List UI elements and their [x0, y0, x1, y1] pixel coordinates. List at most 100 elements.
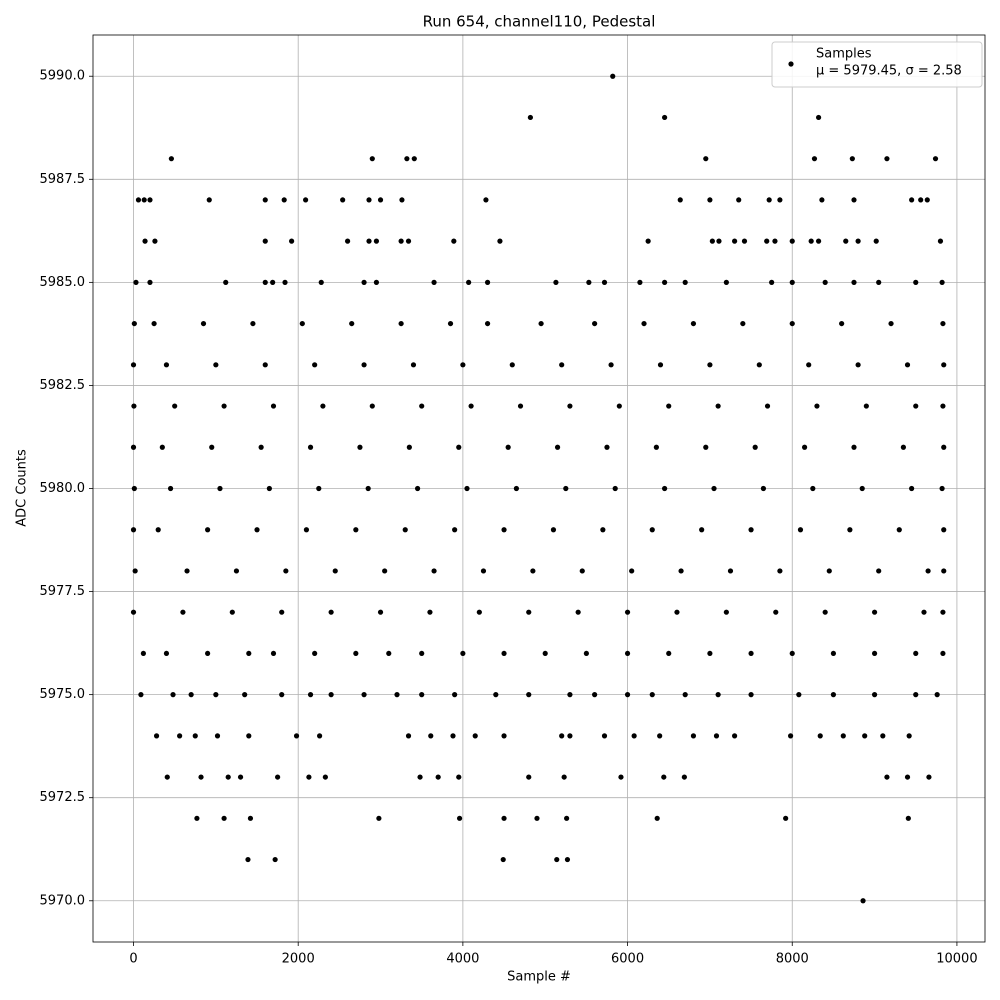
- data-point: [316, 485, 322, 492]
- data-point: [610, 73, 616, 79]
- data-point: [270, 403, 277, 409]
- data-point: [863, 403, 869, 409]
- data-point: [583, 650, 589, 657]
- data-point: [332, 568, 338, 574]
- data-point: [534, 815, 540, 821]
- data-point: [262, 362, 268, 368]
- data-point: [431, 279, 437, 285]
- data-point: [839, 320, 845, 327]
- x-axis-label: Sample #: [507, 970, 571, 985]
- data-point: [151, 320, 157, 327]
- data-point: [906, 733, 912, 739]
- data-point: [451, 238, 457, 244]
- data-point: [941, 444, 947, 450]
- data-point: [637, 279, 643, 285]
- data-point: [808, 238, 814, 244]
- data-point: [497, 238, 503, 244]
- data-point: [932, 156, 939, 162]
- data-point: [618, 774, 624, 780]
- data-point: [564, 815, 570, 821]
- data-point: [657, 733, 663, 739]
- data-point: [550, 527, 557, 533]
- data-point: [851, 279, 857, 285]
- data-point: [464, 485, 470, 492]
- data-point: [772, 238, 778, 244]
- data-point: [904, 774, 911, 780]
- data-point: [386, 650, 392, 657]
- data-point: [299, 320, 305, 327]
- data-point: [601, 279, 608, 285]
- data-point: [163, 650, 170, 657]
- data-point: [526, 609, 532, 615]
- data-point: [553, 279, 559, 285]
- data-point: [194, 815, 200, 821]
- data-point: [476, 609, 482, 615]
- data-point: [871, 609, 878, 615]
- data-point: [282, 279, 288, 285]
- data-point: [601, 733, 608, 739]
- data-point: [205, 650, 211, 657]
- data-point: [830, 650, 837, 657]
- data-point: [940, 609, 946, 615]
- data-point: [233, 568, 240, 574]
- data-point: [530, 568, 536, 574]
- data-point: [924, 197, 930, 203]
- data-point: [940, 650, 946, 657]
- data-point: [373, 279, 380, 285]
- data-point: [456, 774, 462, 780]
- data-point: [789, 238, 795, 244]
- data-point: [740, 320, 746, 327]
- data-point: [164, 774, 170, 780]
- data-point: [513, 485, 519, 492]
- data-point: [349, 320, 355, 327]
- data-point: [419, 692, 425, 698]
- data-point: [826, 568, 832, 574]
- data-point: [246, 733, 252, 739]
- data-point: [214, 733, 221, 739]
- data-point: [608, 362, 614, 368]
- data-point: [913, 650, 919, 657]
- data-point: [748, 692, 754, 698]
- data-point: [209, 444, 215, 450]
- data-point: [526, 774, 532, 780]
- data-point: [147, 197, 153, 203]
- data-point: [130, 444, 137, 450]
- data-point: [748, 527, 754, 533]
- data-point: [592, 692, 598, 698]
- data-point: [365, 485, 371, 492]
- data-point: [357, 444, 363, 450]
- data-point: [406, 444, 412, 450]
- data-point: [624, 609, 631, 615]
- data-point: [369, 403, 375, 409]
- data-point: [213, 692, 219, 698]
- data-point: [764, 403, 771, 409]
- data-point: [456, 815, 463, 821]
- y-tick-label: 5990.0: [40, 69, 86, 84]
- data-point: [452, 692, 458, 698]
- legend-marker: [788, 61, 794, 67]
- data-point: [934, 692, 940, 698]
- y-tick-label: 5987.5: [40, 172, 86, 187]
- x-tick-label: 6000: [611, 952, 644, 967]
- data-point: [707, 362, 713, 368]
- data-point: [612, 485, 618, 492]
- data-point: [246, 650, 252, 657]
- data-point: [918, 197, 924, 203]
- data-point: [653, 444, 659, 450]
- data-point: [849, 156, 855, 162]
- data-point: [180, 609, 186, 615]
- data-point: [787, 733, 794, 739]
- data-point: [526, 692, 532, 698]
- data-point: [616, 403, 622, 409]
- data-point: [466, 279, 472, 285]
- data-point: [843, 238, 849, 244]
- data-point: [237, 774, 244, 780]
- data-point: [405, 733, 412, 739]
- data-point: [340, 197, 346, 203]
- legend-label: Samples: [816, 47, 872, 62]
- data-point: [159, 444, 165, 450]
- data-point: [328, 692, 334, 698]
- data-point: [815, 114, 822, 121]
- data-point: [509, 362, 515, 368]
- data-point: [819, 197, 825, 203]
